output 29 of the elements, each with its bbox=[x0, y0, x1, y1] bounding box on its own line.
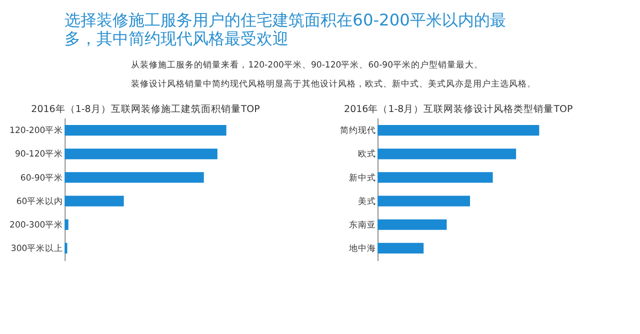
y-tick-label: 200-300平米 bbox=[10, 219, 64, 230]
y-tick-label: 美式 bbox=[358, 196, 376, 207]
y-tick-label: 60-90平米 bbox=[20, 172, 64, 184]
text: 选择装修施工服务用户的住宅建筑面积在60-200平米以内的最多，其中简约现代风格最受欢迎 bbox=[64, 10, 506, 48]
y-tick-label: 60平米以内 bbox=[16, 196, 64, 207]
bar bbox=[64, 148, 218, 160]
bar bbox=[378, 196, 470, 206]
bar bbox=[64, 125, 226, 136]
bar bbox=[64, 172, 204, 183]
y-tick-label: 90-120平米 bbox=[14, 148, 64, 160]
bar bbox=[64, 219, 68, 230]
bar bbox=[64, 242, 68, 254]
bar bbox=[378, 148, 516, 160]
y-tick-label: 欧式 bbox=[358, 148, 376, 160]
bar bbox=[378, 125, 540, 136]
text: 从装修施工服务的销量来看，120-200平米、90-120平米、60-90平米的户型销量最大。 bbox=[131, 60, 484, 71]
bar bbox=[378, 219, 447, 230]
bar bbox=[64, 196, 124, 206]
y-tick-label: 地中海 bbox=[348, 243, 376, 254]
y-tick-label: 东南亚 bbox=[349, 219, 376, 230]
chart-title: 2016年（1-8月）互联网装修设计风格类型销量TOP bbox=[344, 103, 573, 116]
y-tick-label: 简约现代 bbox=[340, 125, 376, 136]
chart-title: 2016年（1-8月）互联网装修施工建筑面积销量TOP bbox=[31, 103, 260, 116]
y-tick-label: 新中式 bbox=[349, 172, 376, 184]
y-tick-label: 120-200平米 bbox=[10, 125, 64, 136]
text: 装修设计风格销量中简约现代风格明显高于其他设计风格，欧式、新中式、美式风亦是用户主选风格。 bbox=[131, 78, 536, 90]
bar bbox=[378, 172, 493, 183]
y-tick-label: 300平米以上 bbox=[10, 243, 64, 254]
bar bbox=[378, 242, 424, 254]
